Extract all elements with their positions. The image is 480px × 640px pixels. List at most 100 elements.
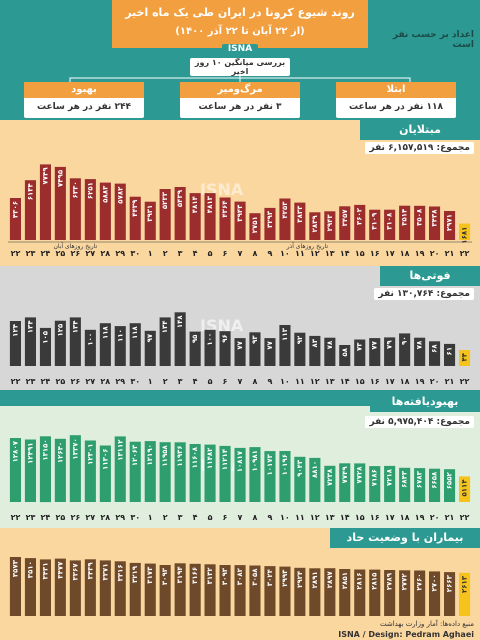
bar-4 xyxy=(69,317,81,366)
bar-label-12: ۴۸۱۴ xyxy=(191,195,199,213)
tick-label-1: ۲۳ xyxy=(26,249,36,258)
tick-label-9: ۱ xyxy=(148,249,153,258)
tick-label-17: ۹ xyxy=(267,377,272,386)
bar-label-22: ۵۸ xyxy=(341,347,349,356)
bar-27 xyxy=(414,468,426,502)
bar-30 xyxy=(459,223,471,240)
bar-5 xyxy=(84,329,96,367)
bar-label-11: ۳۱۹۴ xyxy=(176,566,184,584)
bar-23 xyxy=(354,569,366,616)
bar-label-14: ۱۱۲۱۴ xyxy=(221,448,229,470)
bar-8 xyxy=(129,196,141,240)
bar-15 xyxy=(234,565,246,616)
bar-label-4: ۶۳۳۰ xyxy=(71,181,79,198)
panel-deaths: فوتی‌ها مجموع: ۱۳۰,۷۶۴ نفر ISNA ۱۲۴ ۲۲ ۱۳۴… xyxy=(0,266,480,390)
bar-10 xyxy=(159,189,171,240)
bar-label-30: ۲۶۱۳ xyxy=(461,575,469,593)
bar-24 xyxy=(369,338,381,366)
panel-recovered: بهبودیافته‌ها مجموع: ۵,۹۷۵,۴۰۴ نفر ISNA … xyxy=(0,392,480,528)
bar-label-9: ۱۲۱۹۰ xyxy=(146,444,154,465)
bar-14 xyxy=(219,565,231,616)
bar-label-10: ۱۱۹۵۸ xyxy=(161,444,169,466)
tick-label-13: ۵ xyxy=(208,513,213,522)
bar-29 xyxy=(444,572,456,616)
bar-label-14: ۴۳۶۴ xyxy=(221,200,229,218)
tick-label-22: ۱۴ xyxy=(340,513,350,522)
bar-17 xyxy=(264,338,276,366)
bar-30 xyxy=(459,476,471,502)
bar-label-20: ۸۸۱۰ xyxy=(311,461,319,478)
summary-deaths: مرگ‌ومیر ۳ نفر در هر ساعت xyxy=(180,82,300,118)
tick-label-20: ۱۲ xyxy=(310,377,320,386)
bar-label-21: ۷۸ xyxy=(326,340,334,349)
bar-8 xyxy=(129,323,141,366)
bar-16 xyxy=(249,213,261,240)
tick-label-24: ۱۶ xyxy=(370,249,380,258)
bar-23 xyxy=(354,204,366,240)
bar-11 xyxy=(174,187,186,240)
bar-0 xyxy=(9,557,21,616)
tick-label-3: ۲۵ xyxy=(56,377,66,386)
bar-label-29: ۶۱ xyxy=(446,347,454,356)
panel-deaths-total: مجموع: ۱۳۰,۷۶۴ نفر xyxy=(374,288,474,300)
panel-deaths-title: فوتی‌ها xyxy=(380,266,480,286)
bar-1 xyxy=(24,439,36,502)
bar-label-19: ۳۸۳۳ xyxy=(296,205,304,223)
bar-12 xyxy=(189,444,201,502)
tick-label-7: ۲۹ xyxy=(115,377,125,386)
tick-label-5: ۲۷ xyxy=(85,377,95,386)
bar-label-0: ۱۲۴ xyxy=(12,323,20,337)
bar-13 xyxy=(204,564,216,616)
bar-label-20: ۸۳ xyxy=(311,338,319,347)
bar-label-3: ۱۲۵ xyxy=(56,323,64,337)
tick-label-17: ۹ xyxy=(267,513,272,522)
bar-4 xyxy=(69,435,81,502)
bar-10 xyxy=(159,317,171,366)
panel-infected-total: مجموع: ۶,۱۵۷,۵۱۹ نفر xyxy=(365,142,474,154)
bar-29 xyxy=(444,211,456,240)
bar-9 xyxy=(144,441,156,502)
tick-label-4: ۲۶ xyxy=(71,377,81,386)
bar-13 xyxy=(204,329,216,367)
bar-0 xyxy=(9,198,21,240)
title-banner xyxy=(112,0,368,48)
bar-1 xyxy=(24,558,36,616)
tick-label-29: ۲۱ xyxy=(445,513,455,522)
bar-18 xyxy=(279,325,291,366)
tick-label-30: ۲۲ xyxy=(460,249,470,258)
tick-label-2: ۲۴ xyxy=(41,513,51,522)
bar-9 xyxy=(144,563,156,616)
tick-label-9: ۱ xyxy=(148,513,153,522)
tick-label-26: ۱۸ xyxy=(400,249,410,258)
bar-25 xyxy=(384,337,396,366)
tick-label-23: ۱۵ xyxy=(355,513,365,522)
bar-label-18: ۴۲۵۳ xyxy=(281,201,289,219)
bar-2 xyxy=(39,164,51,240)
panel-infected: مبتلایان مجموع: ۶,۱۵۷,۵۱۹ نفر ISNA ۴۳۰۶ ۲… xyxy=(0,120,480,266)
bar-19 xyxy=(294,332,306,366)
tick-label-0: ۲۲ xyxy=(11,513,21,522)
bar-label-8: ۴۴۳۹ xyxy=(131,199,139,217)
bar-label-1: ۶۱۳۴ xyxy=(27,182,35,200)
bar-label-2: ۱۰۵ xyxy=(41,330,49,344)
bar-10 xyxy=(159,565,171,616)
bar-label-0: ۳۵۷۳ xyxy=(12,559,20,577)
tick-label-18: ۱۰ xyxy=(280,249,290,258)
tick-label-14: ۶ xyxy=(223,249,228,258)
bar-label-14: ۹۶ xyxy=(221,334,229,343)
bar-label-26: ۶۸۴۳ xyxy=(401,470,409,488)
bar-label-9: ۹۷ xyxy=(146,333,154,342)
bar-label-1: ۱۲۴۹۱ xyxy=(27,443,35,464)
bar-14 xyxy=(219,331,231,366)
bar-label-2: ۱۳۱۵۰ xyxy=(41,439,49,460)
bar-label-4: ۱۳۳۷۰ xyxy=(71,438,79,459)
bar-29 xyxy=(444,469,456,502)
bar-26 xyxy=(399,333,411,366)
bar-1 xyxy=(24,317,36,366)
tick-label-29: ۲۱ xyxy=(445,249,455,258)
summary-deaths-value: ۳ نفر در هر ساعت xyxy=(198,102,282,112)
bar-5 xyxy=(84,179,96,240)
bar-23 xyxy=(354,339,366,366)
bar-3 xyxy=(54,558,66,616)
bar-13 xyxy=(204,193,216,240)
